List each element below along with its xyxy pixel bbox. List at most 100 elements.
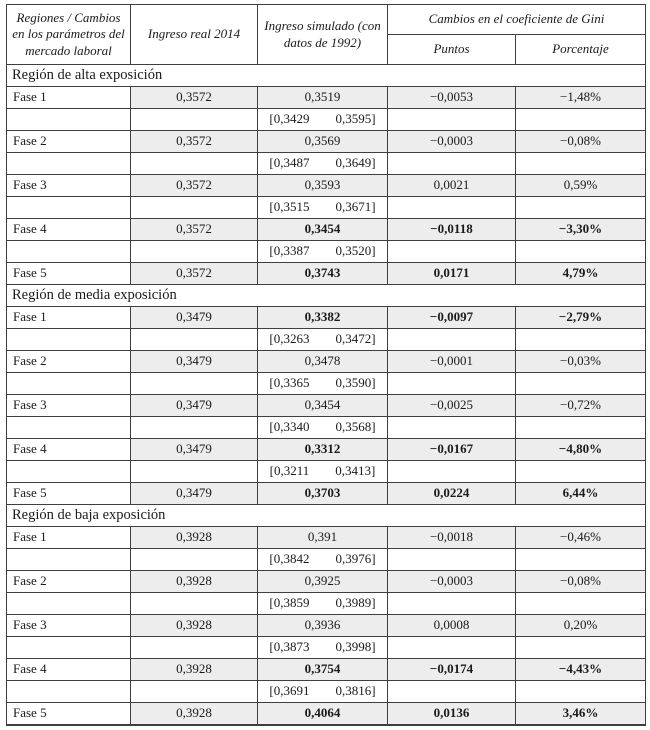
empty-cell: [515, 636, 646, 659]
ingreso-simulado-value: 0,3519: [257, 86, 388, 109]
empty-cell: [130, 372, 258, 395]
intervalo-inferior: [0,3387: [269, 243, 310, 259]
region-title: Región de media exposición: [6, 284, 646, 307]
gini-puntos-value: −0,0018: [387, 526, 516, 549]
gini-puntos-value: −0,0001: [387, 350, 516, 373]
intervalo-superior: 0,3998]: [335, 639, 376, 655]
empty-cell: [387, 416, 516, 439]
intervalo-confianza: [0,3429 0,3595]: [257, 108, 388, 131]
region-row: Región de media exposición: [6, 284, 646, 307]
gini-puntos-value: 0,0136: [387, 702, 516, 726]
ingreso-real-value: 0,3479: [130, 482, 258, 505]
ingreso-simulado-value: 0,3743: [257, 262, 388, 285]
intervalo-row: [0,3859 0,3989]: [6, 592, 646, 615]
intervalo-superior: 0,3520]: [335, 243, 376, 259]
col-header-ingreso-simulado: Ingreso simulado (con datos de 1992): [257, 4, 388, 65]
fase-label: Fase 2: [6, 130, 131, 153]
col-header-regiones: Regiones / Cambios en los parámetros del…: [6, 4, 131, 65]
ingreso-simulado-value: 0,3454: [257, 218, 388, 241]
empty-cell: [515, 328, 646, 351]
region-row: Región de alta exposición: [6, 64, 646, 87]
intervalo-inferior: [0,3340: [269, 419, 310, 435]
intervalo-row: [0,3487 0,3649]: [6, 152, 646, 175]
ingreso-real-value: 0,3479: [130, 394, 258, 417]
intervalo-confianza: [0,3487 0,3649]: [257, 152, 388, 175]
intervalo-superior: 0,3671]: [335, 199, 376, 215]
intervalo-row: [0,3873 0,3998]: [6, 636, 646, 659]
empty-cell: [130, 196, 258, 219]
empty-cell: [515, 108, 646, 131]
gini-porcentaje-value: 0,59%: [515, 174, 646, 197]
fase-row: Fase 3 0,3928 0,3936 0,0008 0,20%: [6, 614, 646, 637]
table-header: Regiones / Cambios en los parámetros del…: [6, 4, 646, 65]
ingreso-real-value: 0,3479: [130, 438, 258, 461]
fase-row: Fase 5 0,3479 0,3703 0,0224 6,44%: [6, 482, 646, 505]
fase-row: Fase 5 0,3928 0,4064 0,0136 3,46%: [6, 702, 646, 726]
empty-cell: [515, 460, 646, 483]
empty-cell: [387, 460, 516, 483]
intervalo-confianza: [0,3691 0,3816]: [257, 680, 388, 703]
intervalo-superior: 0,3568]: [335, 419, 376, 435]
empty-cell: [515, 680, 646, 703]
gini-puntos-value: −0,0053: [387, 86, 516, 109]
empty-cell: [6, 636, 131, 659]
intervalo-superior: 0,3413]: [335, 463, 376, 479]
gini-puntos-value: −0,0167: [387, 438, 516, 461]
gini-porcentaje-value: −3,30%: [515, 218, 646, 241]
region-title: Región de baja exposición: [6, 504, 646, 527]
intervalo-row: [0,3340 0,3568]: [6, 416, 646, 439]
fase-label: Fase 5: [6, 262, 131, 285]
empty-cell: [387, 108, 516, 131]
intervalo-inferior: [0,3515: [269, 199, 310, 215]
empty-cell: [6, 108, 131, 131]
gini-porcentaje-value: −4,43%: [515, 658, 646, 681]
gini-porcentaje-value: 6,44%: [515, 482, 646, 505]
empty-cell: [6, 680, 131, 703]
fase-label: Fase 4: [6, 438, 131, 461]
empty-cell: [515, 196, 646, 219]
gini-porcentaje-value: −1,48%: [515, 86, 646, 109]
col-header-puntos: Puntos: [387, 34, 516, 65]
empty-cell: [130, 416, 258, 439]
intervalo-row: [0,3387 0,3520]: [6, 240, 646, 263]
ingreso-simulado-value: 0,3754: [257, 658, 388, 681]
fase-label: Fase 4: [6, 218, 131, 241]
empty-cell: [515, 548, 646, 571]
fase-label: Fase 2: [6, 570, 131, 593]
gini-porcentaje-value: −0,08%: [515, 130, 646, 153]
intervalo-inferior: [0,3691: [269, 683, 310, 699]
col-header-ingreso-real: Ingreso real 2014: [130, 4, 258, 65]
empty-cell: [515, 152, 646, 175]
fase-label: Fase 1: [6, 306, 131, 329]
ingreso-simulado-value: 0,391: [257, 526, 388, 549]
ingreso-simulado-value: 0,4064: [257, 702, 388, 726]
ingreso-real-value: 0,3928: [130, 658, 258, 681]
empty-cell: [130, 328, 258, 351]
empty-cell: [130, 240, 258, 263]
empty-cell: [130, 460, 258, 483]
gini-puntos-value: −0,0097: [387, 306, 516, 329]
fase-label: Fase 3: [6, 394, 131, 417]
intervalo-row: [0,3515 0,3671]: [6, 196, 646, 219]
region-title: Región de alta exposición: [6, 64, 646, 87]
ingreso-real-value: 0,3572: [130, 218, 258, 241]
fase-row: Fase 3 0,3572 0,3593 0,0021 0,59%: [6, 174, 646, 197]
ingreso-real-value: 0,3928: [130, 526, 258, 549]
ingreso-simulado-value: 0,3925: [257, 570, 388, 593]
ingreso-simulado-value: 0,3569: [257, 130, 388, 153]
header-row-1: Regiones / Cambios en los parámetros del…: [6, 4, 646, 65]
empty-cell: [6, 460, 131, 483]
intervalo-confianza: [0,3859 0,3989]: [257, 592, 388, 615]
fase-row: Fase 4 0,3479 0,3312 −0,0167 −4,80%: [6, 438, 646, 461]
gini-table: Regiones / Cambios en los parámetros del…: [6, 4, 646, 726]
intervalo-superior: 0,3976]: [335, 551, 376, 567]
empty-cell: [6, 328, 131, 351]
intervalo-row: [0,3842 0,3976]: [6, 548, 646, 571]
empty-cell: [6, 548, 131, 571]
ingreso-real-value: 0,3928: [130, 570, 258, 593]
empty-cell: [6, 372, 131, 395]
intervalo-confianza: [0,3340 0,3568]: [257, 416, 388, 439]
ingreso-simulado-value: 0,3703: [257, 482, 388, 505]
intervalo-inferior: [0,3365: [269, 375, 310, 391]
fase-label: Fase 1: [6, 86, 131, 109]
